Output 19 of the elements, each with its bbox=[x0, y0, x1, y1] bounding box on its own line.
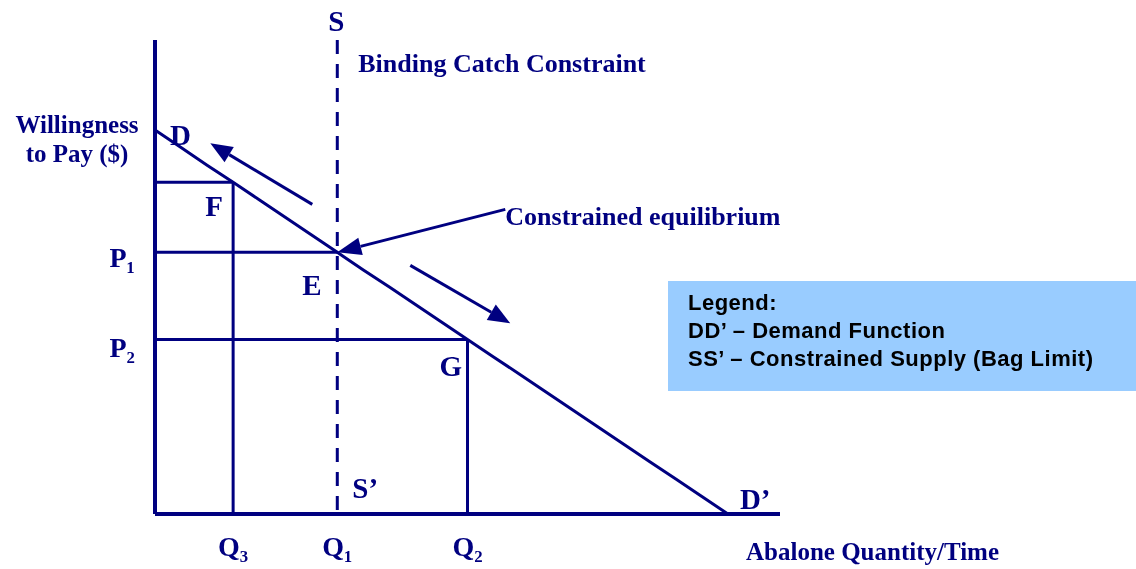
annotation: E bbox=[302, 269, 322, 302]
annotation: Constrained equilibrium bbox=[505, 202, 781, 232]
annotation: Binding Catch Constraint bbox=[358, 49, 647, 78]
annotation: F bbox=[205, 190, 223, 223]
annotation: Legend: bbox=[688, 289, 779, 317]
annotation: DD’ – Demand Function bbox=[688, 317, 947, 345]
legend-box: Legend: DD’ – Demand Function SS’ – Constrained Supply (Bag Limit) bbox=[668, 281, 1136, 391]
text: P₂ bbox=[109, 331, 135, 363]
y-axis-title: Willingness to Pay ($) bbox=[14, 110, 140, 168]
annotation: S’ bbox=[352, 472, 379, 504]
text: P₁ bbox=[109, 242, 135, 274]
annotation: SS’ – Constrained Supply (Bag Limit) bbox=[688, 345, 1095, 373]
annotation: S bbox=[328, 5, 345, 37]
annotation: D’ bbox=[739, 483, 771, 515]
annotation: G bbox=[439, 349, 463, 382]
x-tick-label: Q₃ bbox=[218, 531, 249, 562]
x-tick-label: Q₂ bbox=[452, 531, 483, 562]
x-tick-label: Q₁ bbox=[322, 531, 353, 562]
x-axis-title: Abalone Quantity/Time bbox=[746, 538, 1000, 565]
